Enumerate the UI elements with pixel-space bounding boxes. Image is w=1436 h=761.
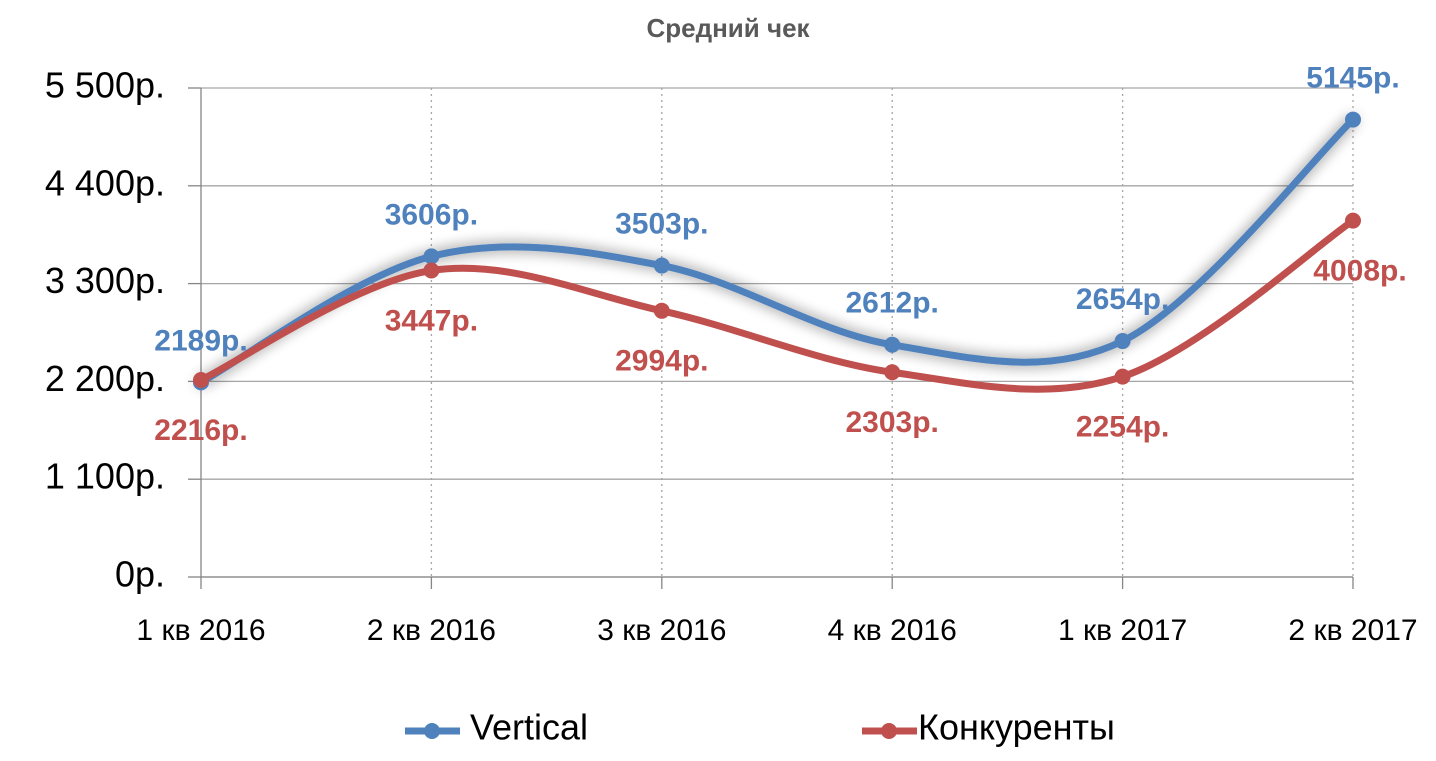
legend-marker — [424, 723, 440, 739]
x-tick-label: 4 кв 2016 — [828, 614, 957, 647]
series-marker — [423, 262, 440, 279]
x-tick-label: 1 кв 2016 — [136, 614, 265, 647]
data-label: 3503р. — [615, 207, 708, 240]
data-label: 2612р. — [845, 287, 938, 320]
data-label: 3447р. — [385, 304, 478, 337]
data-label: 2216р. — [154, 414, 247, 447]
y-tick-label: 4 400р. — [45, 162, 165, 203]
series-marker — [1345, 212, 1361, 229]
legend-label: Конкуренты — [918, 707, 1115, 748]
y-tick-label: 2 200р. — [45, 358, 165, 399]
y-tick-label: 0р. — [115, 554, 165, 595]
series-marker — [423, 248, 440, 265]
x-tick-label: 1 кв 2017 — [1058, 614, 1187, 647]
data-label: 2303р. — [845, 406, 938, 439]
y-tick-label: 1 100р. — [45, 456, 165, 497]
data-label: 2654р. — [1076, 283, 1169, 316]
series-marker — [1345, 111, 1361, 128]
legend-marker — [881, 723, 897, 739]
series-marker — [653, 257, 670, 274]
chart-title: Средний чек — [646, 13, 810, 43]
x-tick-label: 2 кв 2016 — [367, 614, 496, 647]
series-marker — [1114, 368, 1131, 385]
legend-label: Vertical — [470, 707, 588, 748]
series-line — [197, 217, 1357, 393]
data-label: 2994р. — [615, 345, 708, 378]
series-marker — [1114, 333, 1131, 350]
series-marker — [653, 302, 670, 319]
series-line — [197, 116, 1357, 386]
series-marker — [193, 371, 209, 388]
y-tick-label: 5 500р. — [45, 65, 165, 106]
y-tick-label: 3 300р. — [45, 260, 165, 301]
data-label: 2254р. — [1076, 411, 1169, 444]
data-label: 4008р. — [1313, 255, 1406, 288]
x-tick-label: 2 кв 2017 — [1288, 614, 1417, 647]
data-label: 2189р. — [154, 324, 247, 357]
series-marker — [884, 364, 901, 381]
series-marker — [884, 336, 901, 353]
x-tick-label: 3 кв 2016 — [597, 614, 726, 647]
data-label: 3606р. — [385, 198, 478, 231]
data-label: 5145р. — [1306, 61, 1399, 94]
